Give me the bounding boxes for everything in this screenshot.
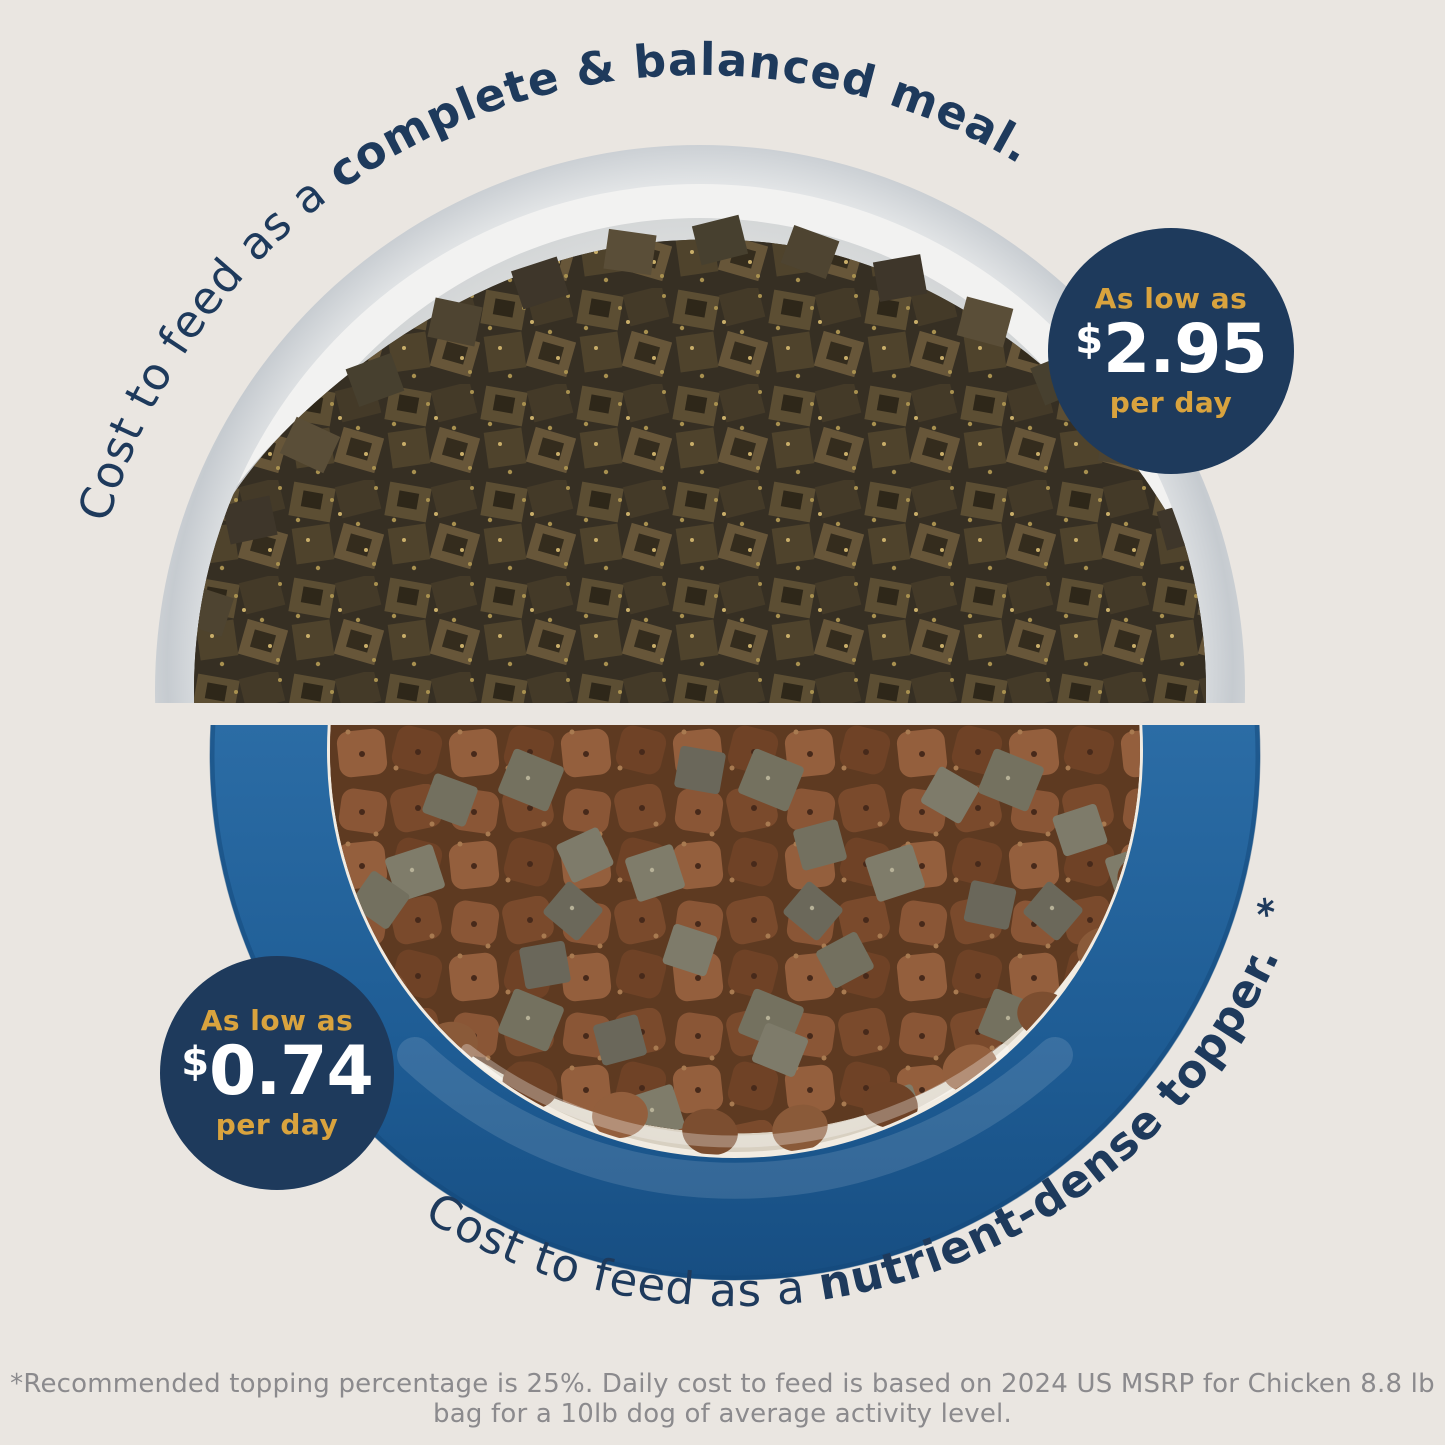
badge-per-day: per day (215, 1107, 339, 1141)
blue-bowl-highlight (461, 1044, 1009, 1148)
badge-as-low-as: As low as (200, 1004, 354, 1038)
price-badge-topper: As low as $ 0.74 per day (160, 956, 394, 1190)
topper-pieces (350, 745, 1108, 1077)
footnote: *Recommended topping percentage is 25%. … (10, 1369, 1435, 1429)
badge-as-low-as: As low as (1094, 282, 1248, 316)
badge-per-day: per day (1109, 385, 1233, 419)
badge-currency: $ (1075, 317, 1104, 364)
badge-price: $ 0.74 (181, 1032, 374, 1112)
footnote-asterisk: * (1247, 891, 1296, 926)
badge-currency: $ (181, 1039, 210, 1086)
bottom-bowl-photo (209, 725, 1261, 1281)
freeze-dried-edge-pieces (194, 214, 1206, 637)
price-badge-meal: As low as $ 2.95 per day (1048, 228, 1294, 474)
kibble-food (330, 725, 1140, 1155)
top-bowl-photo (155, 145, 1245, 703)
badge-amount: 2.95 (1103, 310, 1268, 390)
badge-amount: 0.74 (209, 1032, 374, 1112)
freeze-dried-food (194, 214, 1206, 703)
badge-price: $ 2.95 (1075, 310, 1268, 390)
